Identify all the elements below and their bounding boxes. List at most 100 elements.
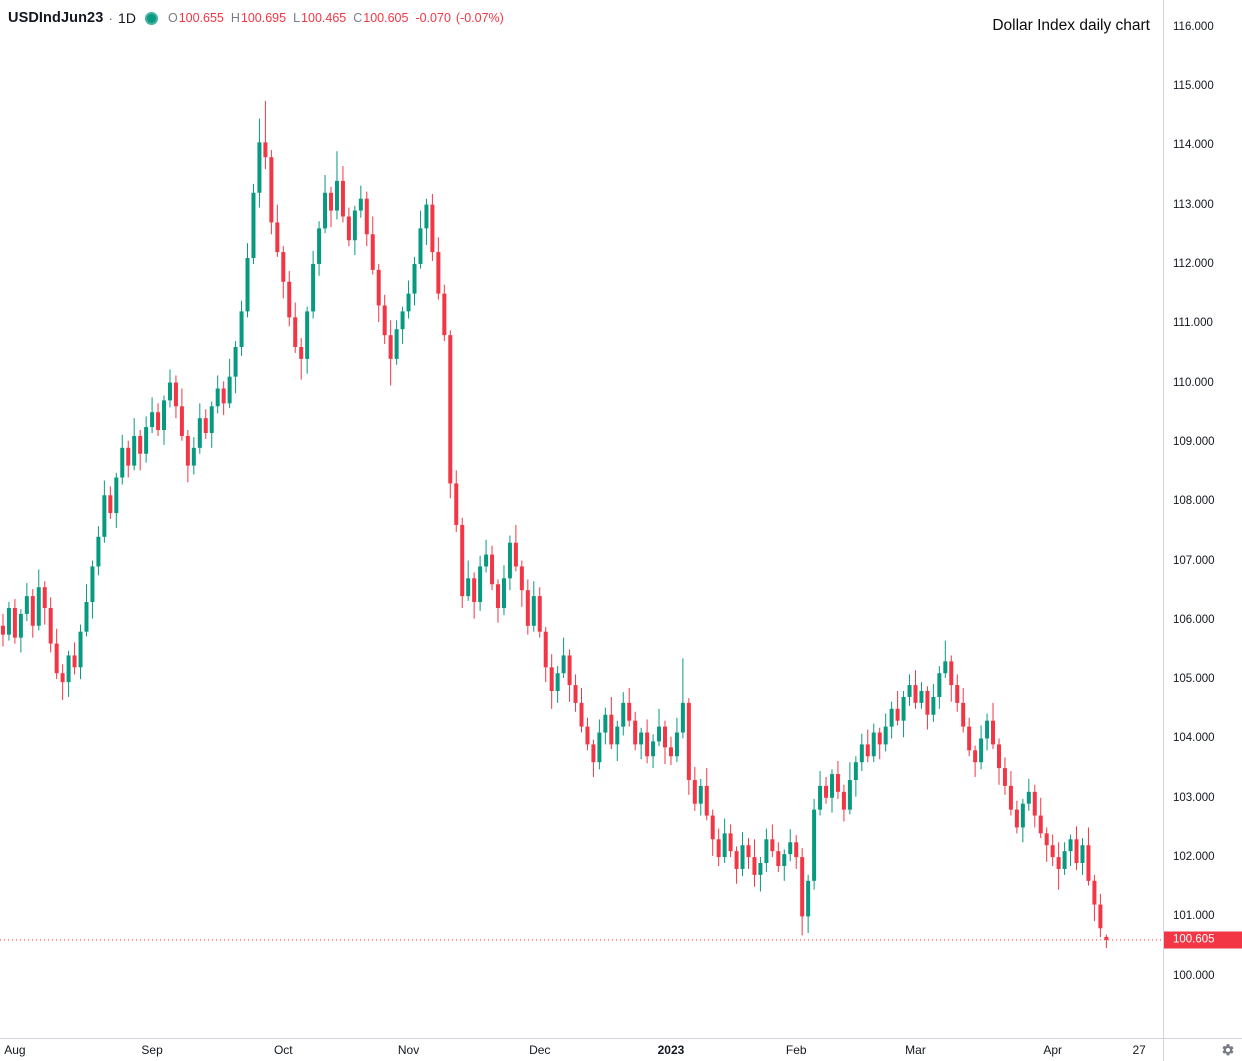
candle [317,221,322,276]
candle [382,294,387,345]
candle [853,756,858,797]
candle [138,430,143,471]
candle [48,597,53,653]
candle [680,658,685,739]
candle [537,587,542,638]
candle [686,698,691,795]
candle [710,809,715,856]
candle [943,640,948,678]
ohlc-open: O 100.655 [168,11,224,25]
candle [84,584,89,637]
low-value: 100.465 [301,11,347,25]
candle [496,579,500,623]
time-tick-label: Nov [397,1043,420,1057]
price-tick-label: 101.000 [1173,910,1215,923]
status-dot-icon [144,11,158,25]
candle [770,824,775,858]
candle [167,369,172,408]
candle [740,832,745,877]
candle [692,766,697,811]
candle [603,707,608,745]
candle [764,828,769,872]
gear-icon[interactable] [1221,1043,1235,1057]
high-value: 100.695 [240,11,287,25]
chart-plot-area[interactable]: USDIndJun23 · 1D O 100.655 H 100.695 L 100.… [0,0,1163,1038]
candle [609,696,614,750]
close-value: 100.605 [363,11,409,25]
candle [585,717,590,751]
candle [955,674,960,712]
ohlc-low: L 100.465 [293,11,346,25]
candle [126,440,131,478]
axis-corner [1163,1038,1242,1061]
candle [543,626,548,683]
candle [424,198,429,245]
candle [734,846,739,884]
candle [24,583,29,622]
candle [704,768,709,821]
candle [716,828,721,866]
candle [162,395,167,445]
candle [788,829,793,862]
candle [412,256,417,306]
candle [1068,834,1073,866]
candle [519,560,524,607]
candle [919,682,924,709]
candle [454,470,459,533]
candle [96,526,101,576]
candle [871,723,876,763]
candle [722,818,727,864]
candle [269,150,274,235]
candle [490,545,495,591]
price-axis[interactable]: 100.605 100.000 101.000 102.000 103.000 104.… [1163,0,1242,1038]
candle [281,246,286,299]
candle [400,306,405,345]
symbol-title[interactable]: USDIndJun23 [8,10,104,26]
candle [484,539,489,573]
candle [12,599,17,644]
change-value: -0.070 [415,11,451,25]
candle [370,216,375,275]
candle [841,784,846,822]
change-percent: (-0.07%) [455,11,504,25]
candle [221,381,226,416]
candle [66,650,71,697]
candlestick-chart[interactable] [0,0,1163,1038]
candle [1086,827,1091,886]
candle [549,654,554,709]
price-tick-label: 111.000 [1173,317,1213,330]
candle [746,838,751,869]
candle [78,624,83,680]
candle [144,416,149,463]
price-tick-label: 113.000 [1173,198,1214,211]
candle [251,183,256,264]
interval-label[interactable]: 1D [118,10,136,26]
time-tick-label: Feb [785,1043,807,1057]
price-tick-label: 107.000 [1173,554,1215,567]
candle [197,403,202,454]
candle [305,306,310,374]
candle [507,535,512,591]
candle [728,824,733,858]
time-axis[interactable]: Aug Sep Oct Nov Dec 2023 Feb Mar Apr 27 [0,1038,1163,1061]
candle [627,688,632,727]
candle [430,193,435,261]
candle [829,769,834,813]
candle [156,403,161,436]
candle [1002,757,1007,795]
candle [460,517,465,608]
candle [376,263,381,323]
time-tick-label: Aug [4,1043,26,1057]
time-tick-label: Apr [1043,1043,1062,1057]
price-tick-label: 103.000 [1173,791,1215,804]
candle [567,649,572,702]
candle [668,736,673,766]
candle [651,734,656,769]
candle [531,581,536,632]
candle [513,524,518,572]
open-value: 100.655 [178,11,224,25]
candle [615,720,620,761]
candle [394,320,399,365]
candle [90,560,95,619]
